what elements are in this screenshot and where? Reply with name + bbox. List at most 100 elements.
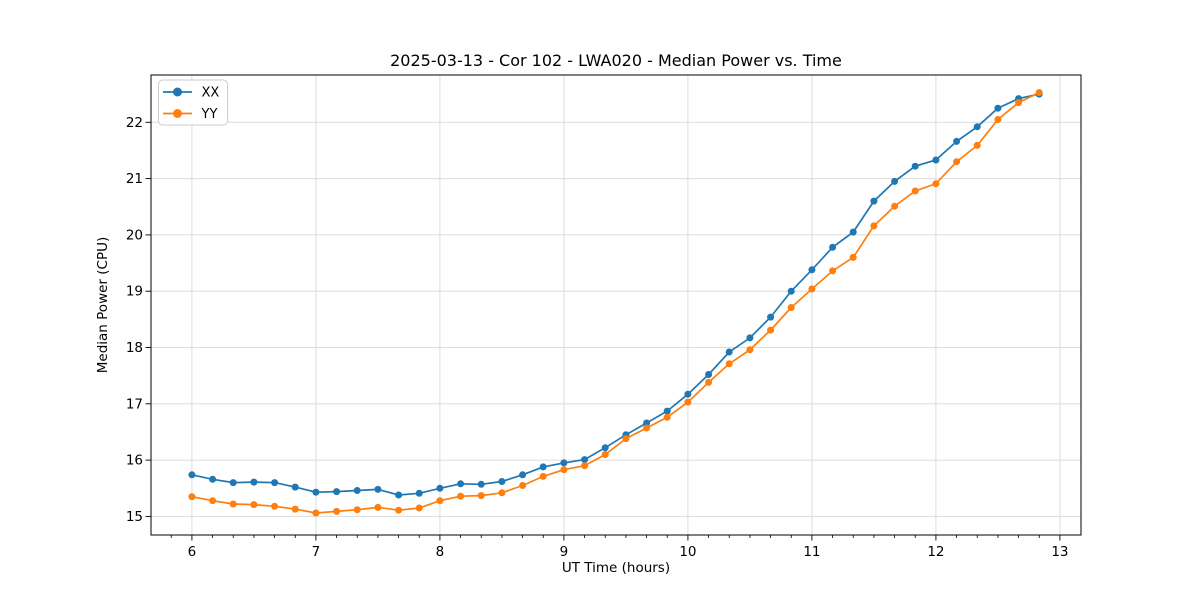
series-yy-marker xyxy=(333,507,341,515)
series-xx-marker xyxy=(973,123,981,131)
series-yy-marker xyxy=(415,504,423,512)
y-tick-label-17: 17 xyxy=(126,396,143,412)
series-xx-marker xyxy=(395,491,403,499)
series-xx-marker xyxy=(519,471,527,479)
series-xx-marker xyxy=(953,137,961,145)
x-axis-label: UT Time (hours) xyxy=(562,560,670,576)
series-yy-marker xyxy=(1035,89,1043,96)
series-xx-marker xyxy=(870,197,878,205)
series-xx-marker xyxy=(353,487,361,494)
y-tick-label-16: 16 xyxy=(126,453,143,469)
legend-label-xx: XX xyxy=(202,86,220,101)
series-xx-marker xyxy=(374,485,382,493)
x-tick-label-10: 10 xyxy=(679,544,696,560)
series-yy-marker xyxy=(787,304,795,311)
series-yy-marker xyxy=(209,497,217,505)
series-xx-marker xyxy=(415,489,423,497)
series-xx-marker xyxy=(498,478,506,485)
x-tick-label-8: 8 xyxy=(436,544,445,560)
series-yy-marker xyxy=(477,492,485,500)
series-xx-marker xyxy=(643,419,651,427)
series-yy-marker xyxy=(973,141,981,149)
series-xx-marker xyxy=(436,484,444,492)
grid-layer xyxy=(151,75,1081,535)
series-yy-line xyxy=(191,91,1040,514)
series-yy-marker xyxy=(374,503,382,511)
y-tick-label-15: 15 xyxy=(126,509,143,525)
series-yy-marker xyxy=(539,472,547,480)
x-tick-label-9: 9 xyxy=(560,544,569,560)
series-yy-marker xyxy=(994,116,1002,123)
series-yy-marker xyxy=(663,413,671,421)
series-xx-marker xyxy=(808,266,816,274)
series-yy-marker xyxy=(953,158,961,166)
series-xx-marker xyxy=(312,488,320,496)
series-xx-marker xyxy=(746,334,754,342)
x-tick-label-12: 12 xyxy=(927,544,944,560)
series-yy-marker xyxy=(684,398,692,406)
series-xx-marker xyxy=(188,471,196,479)
series-yy-marker xyxy=(188,493,196,501)
series-yy-marker xyxy=(519,482,527,489)
series-yy-marker xyxy=(808,285,816,293)
y-tick-label-20: 20 xyxy=(126,227,143,243)
series-yy-marker xyxy=(829,267,837,275)
x-tick-label-7: 7 xyxy=(312,544,321,560)
legend-label-yy: YY xyxy=(201,107,218,122)
series-yy-marker xyxy=(291,505,299,513)
series-xx-marker xyxy=(932,156,940,164)
series-yy-marker xyxy=(911,187,919,195)
series-xx-marker xyxy=(209,475,217,483)
legend-marker-xx xyxy=(173,87,182,97)
legend-marker-yy xyxy=(173,109,182,118)
series-xx-marker xyxy=(767,313,775,321)
series-xx-marker xyxy=(291,483,299,491)
series-yy-marker xyxy=(353,506,361,514)
series-yy-marker xyxy=(767,326,775,334)
series-yy-marker xyxy=(601,451,609,458)
series-xx-marker xyxy=(457,480,465,488)
series-xx-marker xyxy=(725,348,733,356)
series-xx-marker xyxy=(787,287,795,295)
series-yy-marker xyxy=(932,180,940,188)
series-yy-marker xyxy=(746,346,754,354)
series-xx-marker xyxy=(333,488,341,496)
series-yy-marker xyxy=(560,466,568,474)
series-yy-marker xyxy=(725,360,733,368)
series-xx-marker xyxy=(229,479,237,487)
series-layer xyxy=(188,89,1043,517)
series-xx-marker xyxy=(684,390,692,398)
series-yy-marker xyxy=(705,378,713,386)
series-yy-marker xyxy=(312,509,320,517)
series-yy-marker xyxy=(891,202,899,210)
series-yy-marker xyxy=(436,497,444,505)
series-yy-marker xyxy=(271,502,279,510)
y-tick-label-19: 19 xyxy=(126,284,143,300)
series-xx-marker xyxy=(829,243,837,251)
series-xx-marker xyxy=(271,479,279,487)
series-yy-marker xyxy=(457,492,465,500)
series-yy-marker xyxy=(1015,99,1023,107)
y-tick-label-21: 21 xyxy=(126,171,143,187)
series-yy-marker xyxy=(581,462,589,470)
series-yy-marker xyxy=(622,435,630,443)
series-xx-marker xyxy=(250,478,258,486)
series-xx-line xyxy=(191,93,1040,496)
series-xx-marker xyxy=(994,104,1002,112)
series-xx-marker xyxy=(663,407,671,415)
x-tick-label-13: 13 xyxy=(1051,544,1068,560)
plot-border xyxy=(150,74,1082,536)
series-yy-marker xyxy=(395,506,403,514)
series-xx-marker xyxy=(849,228,857,236)
series-yy-marker xyxy=(250,501,258,509)
series-yy-marker xyxy=(229,500,237,508)
x-tick-label-11: 11 xyxy=(803,544,820,560)
legend: XX YY xyxy=(158,79,228,126)
x-tick-label-6: 6 xyxy=(188,544,197,560)
y-axis-label: Median Power (CPU) xyxy=(95,237,111,373)
chart-title: 2025-03-13 - Cor 102 - LWA020 - Median P… xyxy=(390,51,842,70)
series-xx-marker xyxy=(560,459,568,467)
y-tick-label-22: 22 xyxy=(126,115,143,131)
